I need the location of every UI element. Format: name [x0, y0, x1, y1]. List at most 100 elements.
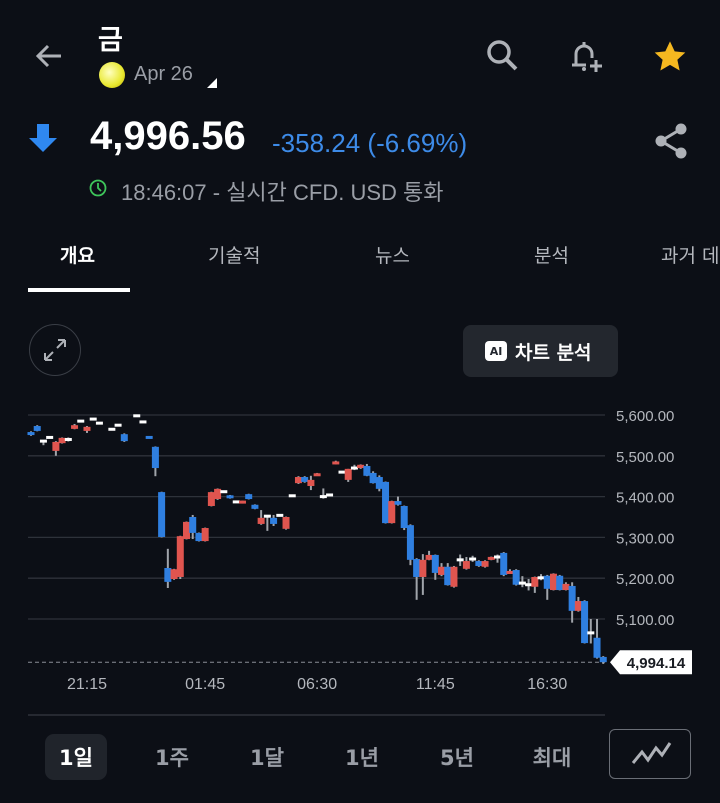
range-1y[interactable]: 1년: [345, 746, 379, 770]
candle-body: [33, 426, 41, 431]
candle-body: [469, 557, 477, 561]
candle-body: [133, 414, 141, 418]
candle-body: [587, 631, 595, 635]
candle-body: [183, 521, 190, 540]
price-chart[interactable]: 5,600.00 5,500.00 5,400.00 5,300.00 5,200.00…: [0, 400, 720, 720]
candle-body: [549, 573, 557, 591]
tab-overview[interactable]: 개요: [60, 245, 95, 267]
candle-body: [214, 488, 222, 500]
candle-body: [257, 517, 265, 524]
bell-plus-icon[interactable]: [566, 36, 606, 76]
x-tick-label: 01:45: [185, 676, 225, 693]
y-tick-label: 5,300.00: [616, 530, 674, 547]
candle-body: [64, 437, 72, 441]
candle-body: [419, 559, 427, 577]
tab-analysis[interactable]: 분석: [534, 245, 569, 267]
candle-body: [176, 536, 184, 577]
candle-body: [438, 566, 446, 575]
last-price-label-box: [610, 650, 692, 675]
candle-body: [288, 494, 296, 498]
x-tick-label: 11:45: [416, 676, 455, 693]
range-5y[interactable]: 5년: [440, 746, 474, 770]
candle-body: [251, 504, 259, 509]
candle-body: [71, 425, 79, 429]
candle-body: [574, 601, 582, 611]
share-icon[interactable]: [653, 122, 689, 160]
instrument-title: 금: [98, 25, 123, 56]
contract-month[interactable]: Apr 26: [134, 63, 193, 85]
last-price-label: 4,994.14: [627, 655, 686, 672]
candle-body: [120, 434, 128, 442]
y-tick-label: 5,100.00: [616, 612, 674, 629]
candle-body: [170, 569, 178, 580]
candle-body: [581, 601, 589, 644]
candle-body: [388, 501, 396, 524]
ai-chart-analysis-button[interactable]: AI 차트 분석: [463, 325, 618, 377]
candle-body: [332, 461, 340, 465]
candle-body: [151, 446, 159, 469]
candle-body: [139, 420, 147, 424]
candle-body: [245, 494, 253, 500]
candle-body: [369, 472, 377, 484]
candle-body: [83, 426, 91, 431]
tab-history[interactable]: 과거 데: [661, 245, 720, 267]
y-tick-label: 5,400.00: [616, 490, 674, 507]
candle-body: [232, 500, 240, 504]
candle-body: [282, 517, 290, 529]
candle-body: [108, 427, 116, 431]
candle-body: [494, 555, 501, 559]
candle-body: [189, 517, 197, 533]
back-arrow-icon[interactable]: [33, 40, 65, 72]
line-chart-icon: [631, 742, 672, 764]
gold-coin-icon: [99, 62, 125, 88]
search-icon[interactable]: [484, 37, 520, 73]
candle-body: [238, 500, 246, 504]
candle-body: [556, 575, 564, 591]
candle-body: [350, 466, 358, 470]
candle-body: [158, 492, 166, 537]
y-tick-label: 5,500.00: [616, 449, 674, 466]
candle-body: [357, 464, 365, 469]
candle-body: [39, 439, 47, 443]
expand-icon: [44, 339, 66, 361]
candle-body: [444, 566, 452, 586]
price-change: -358.24 (-6.69%): [272, 128, 468, 158]
candle-body: [52, 441, 60, 451]
candle-body: [462, 561, 470, 569]
candle-body: [450, 566, 458, 587]
candle-body: [89, 417, 97, 421]
candle-body: [276, 513, 284, 517]
candle-body: [226, 495, 234, 499]
chart-type-button[interactable]: [609, 729, 691, 779]
candle-body: [319, 495, 327, 499]
range-max[interactable]: 최대: [532, 746, 572, 770]
dropdown-corner-icon[interactable]: [207, 78, 217, 88]
candle-body: [512, 570, 520, 585]
candle-body: [375, 477, 383, 489]
tab-technical[interactable]: 기술적: [208, 245, 261, 267]
candle-body: [344, 468, 352, 480]
candle-body: [77, 419, 85, 423]
active-tab-indicator: [28, 288, 130, 292]
range-1d[interactable]: 1일: [45, 734, 107, 780]
range-1w[interactable]: 1주: [155, 746, 189, 770]
range-1m[interactable]: 1달: [250, 746, 284, 770]
tab-news[interactable]: 뉴스: [375, 245, 410, 267]
candle-body: [195, 532, 203, 542]
candle-body: [431, 554, 439, 573]
ai-chart-analysis-label: 차트 분석: [515, 341, 592, 364]
x-tick-label: 21:15: [67, 676, 107, 693]
last-price: 4,996.56: [90, 114, 246, 158]
down-arrow-icon: [29, 124, 57, 152]
star-icon[interactable]: [652, 40, 688, 74]
candle-body: [301, 477, 309, 482]
candle-body: [207, 492, 215, 506]
candle-body: [537, 576, 545, 580]
candle-body: [270, 517, 278, 524]
candle-body: [525, 583, 533, 587]
candle-body: [599, 656, 607, 663]
candle-body: [58, 437, 66, 444]
expand-chart-button[interactable]: [29, 324, 81, 376]
candle-body: [27, 432, 35, 436]
candle-body: [363, 466, 371, 476]
